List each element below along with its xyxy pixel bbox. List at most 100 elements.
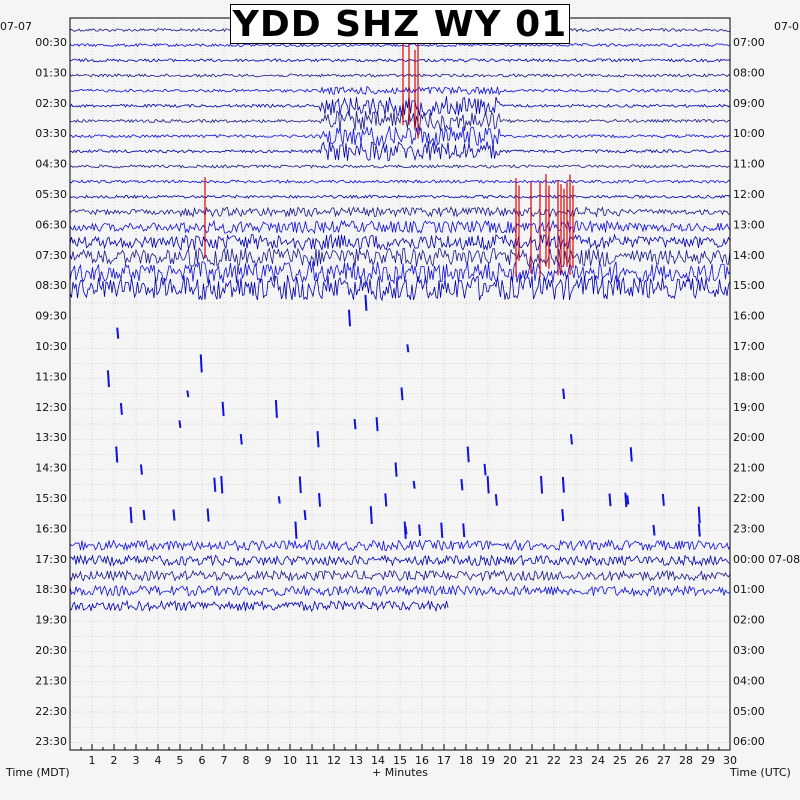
x-tick-label: 23 (569, 754, 583, 767)
event-blip (384, 493, 388, 507)
left-axis-title: Time (MDT) (6, 766, 70, 779)
x-tick-label: 5 (177, 754, 184, 767)
right-time-label: 20:00 (733, 431, 765, 444)
trace-row (69, 58, 731, 63)
trace-row (69, 274, 731, 302)
trace-row (69, 569, 731, 582)
trace-row (69, 233, 731, 252)
left-time-label: 09:30 (35, 310, 67, 323)
right-time-label: 01:00 (733, 583, 765, 596)
x-tick-label: 30 (723, 754, 737, 767)
x-axis-ticks: 1 2 3 4 5 6 7 8 9 10 11 12 13 14 15 16 17 18 19 20 21 22 23 24 2… (69, 744, 737, 767)
left-time-label: 14:30 (35, 462, 67, 475)
right-time-label: 05:00 (733, 705, 765, 718)
event-blip (213, 477, 217, 492)
x-tick-label: 28 (679, 754, 693, 767)
event-blip (116, 327, 120, 339)
x-tick-label: 4 (155, 754, 162, 767)
left-time-label: 00:30 (35, 36, 67, 49)
x-tick-label: 26 (635, 754, 649, 767)
event-blip (348, 309, 351, 327)
x-tick-label: 25 (613, 754, 627, 767)
left-time-label: 01:30 (35, 66, 67, 79)
right-time-label: 00:00 07-08 (733, 553, 800, 566)
left-time-label: 15:30 (35, 492, 67, 505)
left-time-label: 06:30 (35, 218, 67, 231)
event-blip (298, 476, 302, 494)
event-blip (569, 434, 573, 445)
event-blip (608, 493, 612, 507)
x-tick-label: 21 (525, 754, 539, 767)
left-time-label: 13:30 (35, 431, 67, 444)
right-time-label: 18:00 (733, 370, 765, 383)
event-blip (364, 294, 368, 311)
left-time-label: 22:30 (35, 705, 67, 718)
event-blip (406, 344, 410, 353)
x-tick-label: 20 (503, 754, 517, 767)
trace-row (69, 110, 731, 131)
right-time-label: 19:00 (733, 401, 765, 414)
trace-row (69, 538, 731, 552)
right-time-label: 06:00 (733, 735, 765, 748)
event-blip (142, 509, 146, 521)
x-axis-title: + Minutes (372, 766, 429, 779)
event-blip (106, 370, 110, 388)
event-blip (303, 509, 307, 521)
x-tick-label: 19 (481, 754, 495, 767)
x-tick-label: 16 (415, 754, 429, 767)
left-time-label: 05:30 (35, 188, 67, 201)
right-time-label: 08:00 (733, 66, 765, 79)
event-blip (239, 433, 243, 445)
left-time-label: 02:30 (35, 97, 67, 110)
left-time-label: 03:30 (35, 127, 67, 140)
event-blip (561, 508, 565, 522)
event-blip (375, 417, 379, 432)
event-blip (115, 446, 119, 463)
right-time-label: 02:00 (733, 614, 765, 627)
event-blip (353, 418, 357, 430)
trace-row (69, 179, 731, 184)
event-blip (440, 522, 444, 538)
event-blip (412, 480, 416, 489)
event-blip (652, 524, 656, 536)
x-tick-label: 1 (89, 754, 96, 767)
event-blip (540, 475, 544, 494)
event-blip (403, 521, 407, 539)
right-time-label: 17:00 (733, 340, 765, 353)
event-blip (221, 401, 225, 417)
event-blip (318, 493, 322, 507)
event-blip (369, 506, 373, 524)
event-blip (400, 387, 404, 401)
trace-row (69, 261, 731, 285)
event-blip (494, 494, 498, 506)
event-blip (462, 523, 466, 538)
left-time-label: 20:30 (35, 644, 67, 657)
event-blip (277, 496, 281, 504)
right-axis-title: Time (UTC) (730, 766, 791, 779)
event-blip (199, 354, 203, 373)
x-tick-label: 22 (547, 754, 561, 767)
left-time-label: 21:30 (35, 674, 67, 687)
x-tick-label: 27 (657, 754, 671, 767)
x-tick-label: 10 (283, 754, 297, 767)
x-tick-label: 2 (111, 754, 118, 767)
right-time-label: 14:00 (733, 249, 765, 262)
event-blip (316, 431, 320, 448)
left-time-labels: 00:30 01:30 02:30 03:30 04:30 05:30 06:30 07:30… (35, 36, 67, 748)
right-time-label: 23:00 (733, 522, 765, 535)
left-date-label: 07-07 (0, 20, 32, 33)
event-blip (561, 476, 565, 493)
trace-row (69, 141, 731, 162)
trace-row (69, 194, 731, 200)
x-tick-label: 12 (327, 754, 341, 767)
left-time-label: 19:30 (35, 614, 67, 627)
trace-row (69, 599, 449, 613)
trace-row (69, 73, 731, 78)
event-blip (697, 523, 701, 537)
event-blip (206, 508, 210, 522)
event-blip (220, 476, 224, 494)
event-blip (562, 388, 566, 400)
grid (69, 18, 731, 750)
right-time-label: 11:00 (733, 158, 765, 171)
